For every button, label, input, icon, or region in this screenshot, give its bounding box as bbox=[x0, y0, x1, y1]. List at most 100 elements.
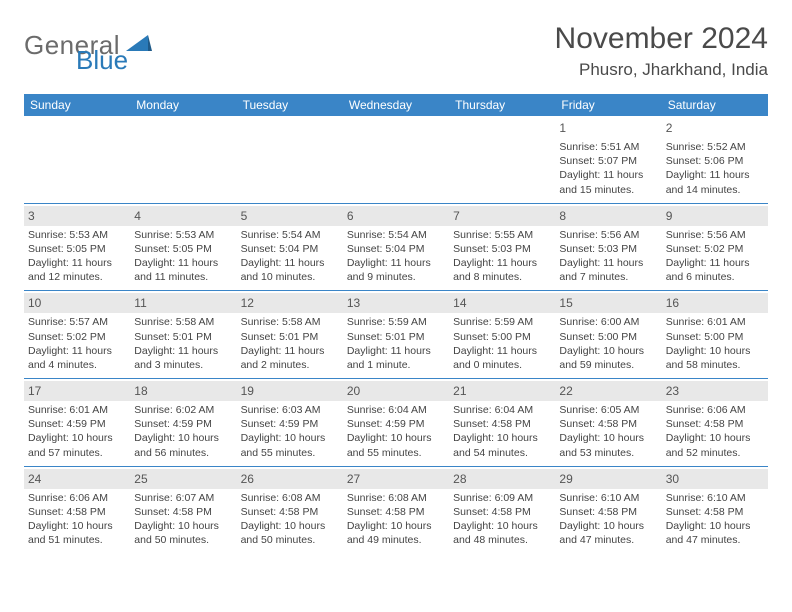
day-cell: 1 Sunrise: 5:51 AMSunset: 5:07 PMDaylight… bbox=[555, 116, 661, 203]
day-number-row: 16 bbox=[662, 293, 768, 313]
day-number-row: 17 bbox=[24, 381, 130, 401]
day-number-row: 29 bbox=[555, 469, 661, 489]
day-info: Sunrise: 5:58 AMSunset: 5:01 PMDaylight:… bbox=[241, 315, 339, 372]
day-number: 12 bbox=[241, 296, 254, 310]
day-info: Sunrise: 5:54 AMSunset: 5:04 PMDaylight:… bbox=[241, 228, 339, 285]
day-info: Sunrise: 5:55 AMSunset: 5:03 PMDaylight:… bbox=[453, 228, 551, 285]
day-cell: 26Sunrise: 6:08 AMSunset: 4:58 PMDayligh… bbox=[237, 467, 343, 554]
day-cell: 20Sunrise: 6:04 AMSunset: 4:59 PMDayligh… bbox=[343, 379, 449, 466]
day-info: Sunrise: 5:51 AMSunset: 5:07 PMDaylight:… bbox=[559, 140, 657, 197]
day-number-row: 14 bbox=[449, 293, 555, 313]
empty-day-cell bbox=[343, 116, 449, 203]
day-number: 6 bbox=[347, 209, 354, 223]
day-info: Sunrise: 6:08 AMSunset: 4:58 PMDaylight:… bbox=[241, 491, 339, 548]
title-block: November 2024 Phusro, Jharkhand, India bbox=[555, 22, 768, 80]
day-cell: 11Sunrise: 5:58 AMSunset: 5:01 PMDayligh… bbox=[130, 291, 236, 378]
day-number: 7 bbox=[453, 209, 460, 223]
day-number: 2 bbox=[666, 121, 673, 135]
day-info: Sunrise: 5:53 AMSunset: 5:05 PMDaylight:… bbox=[28, 228, 126, 285]
day-number: 4 bbox=[134, 209, 141, 223]
day-number-row: 26 bbox=[237, 469, 343, 489]
weekday-header: Monday bbox=[130, 94, 236, 116]
day-cell: 21 Sunrise: 6:04 AMSunset: 4:58 PMDayligh… bbox=[449, 379, 555, 466]
day-info: Sunrise: 5:59 AMSunset: 5:00 PMDaylight:… bbox=[453, 315, 551, 372]
day-info: Sunrise: 6:06 AMSunset: 4:58 PMDaylight:… bbox=[666, 403, 764, 460]
month-title: November 2024 bbox=[555, 22, 768, 56]
day-cell: 16Sunrise: 6:01 AMSunset: 5:00 PMDayligh… bbox=[662, 291, 768, 378]
day-number: 9 bbox=[666, 209, 673, 223]
day-number-row: 7 bbox=[449, 206, 555, 226]
day-info: Sunrise: 6:02 AMSunset: 4:59 PMDaylight:… bbox=[134, 403, 232, 460]
day-number-row: 5 bbox=[237, 206, 343, 226]
day-info: Sunrise: 6:03 AMSunset: 4:59 PMDaylight:… bbox=[241, 403, 339, 460]
calendar: SundayMondayTuesdayWednesdayThursdayFrid… bbox=[24, 94, 768, 553]
day-number-row: 8 bbox=[555, 206, 661, 226]
day-number: 22 bbox=[559, 384, 572, 398]
day-cell: 29 Sunrise: 6:10 AMSunset: 4:58 PMDayligh… bbox=[555, 467, 661, 554]
day-number-row: 24 bbox=[24, 469, 130, 489]
day-number-row: 19 bbox=[237, 381, 343, 401]
day-number: 24 bbox=[28, 472, 41, 486]
day-info: Sunrise: 5:53 AMSunset: 5:05 PMDaylight:… bbox=[134, 228, 232, 285]
day-number-row: 11 bbox=[130, 293, 236, 313]
day-number: 17 bbox=[28, 384, 41, 398]
weekday-header: Saturday bbox=[662, 94, 768, 116]
day-cell: 15 Sunrise: 6:00 AMSunset: 5:00 PMDayligh… bbox=[555, 291, 661, 378]
day-cell: 25Sunrise: 6:07 AMSunset: 4:58 PMDayligh… bbox=[130, 467, 236, 554]
day-number-row: 27 bbox=[343, 469, 449, 489]
day-number: 23 bbox=[666, 384, 679, 398]
day-cell: 12 Sunrise: 5:58 AMSunset: 5:01 PMDayligh… bbox=[237, 291, 343, 378]
weekday-header: Friday bbox=[555, 94, 661, 116]
day-number: 13 bbox=[347, 296, 360, 310]
day-number: 29 bbox=[559, 472, 572, 486]
day-cell: 13 Sunrise: 5:59 AMSunset: 5:01 PMDayligh… bbox=[343, 291, 449, 378]
day-cell: 8Sunrise: 5:56 AMSunset: 5:03 PMDaylight… bbox=[555, 204, 661, 291]
empty-day-cell bbox=[449, 116, 555, 203]
day-number-row: 4 bbox=[130, 206, 236, 226]
day-number: 25 bbox=[134, 472, 147, 486]
day-number-row: 1 bbox=[555, 118, 661, 138]
header: General Blue November 2024 Phusro, Jhark… bbox=[24, 22, 768, 80]
day-info: Sunrise: 5:59 AMSunset: 5:01 PMDaylight:… bbox=[347, 315, 445, 372]
day-cell: 5Sunrise: 5:54 AMSunset: 5:04 PMDaylight… bbox=[237, 204, 343, 291]
weeks-container: 1 Sunrise: 5:51 AMSunset: 5:07 PMDaylight… bbox=[24, 116, 768, 553]
day-number-row: 10 bbox=[24, 293, 130, 313]
day-cell: 2 Sunrise: 5:52 AMSunset: 5:06 PMDaylight… bbox=[662, 116, 768, 203]
day-cell: 14 Sunrise: 5:59 AMSunset: 5:00 PMDayligh… bbox=[449, 291, 555, 378]
weekday-header: Thursday bbox=[449, 94, 555, 116]
logo-triangle-icon bbox=[126, 33, 152, 58]
day-number: 27 bbox=[347, 472, 360, 486]
day-number: 15 bbox=[559, 296, 572, 310]
day-number-row: 22 bbox=[555, 381, 661, 401]
day-info: Sunrise: 5:58 AMSunset: 5:01 PMDaylight:… bbox=[134, 315, 232, 372]
day-info: Sunrise: 6:04 AMSunset: 4:58 PMDaylight:… bbox=[453, 403, 551, 460]
day-info: Sunrise: 5:52 AMSunset: 5:06 PMDaylight:… bbox=[666, 140, 764, 197]
day-number: 19 bbox=[241, 384, 254, 398]
day-cell: 30Sunrise: 6:10 AMSunset: 4:58 PMDayligh… bbox=[662, 467, 768, 554]
day-number-row: 6 bbox=[343, 206, 449, 226]
location: Phusro, Jharkhand, India bbox=[555, 60, 768, 80]
weekday-header-row: SundayMondayTuesdayWednesdayThursdayFrid… bbox=[24, 94, 768, 116]
weekday-header: Wednesday bbox=[343, 94, 449, 116]
day-number-row: 15 bbox=[555, 293, 661, 313]
day-info: Sunrise: 6:10 AMSunset: 4:58 PMDaylight:… bbox=[559, 491, 657, 548]
day-info: Sunrise: 5:56 AMSunset: 5:03 PMDaylight:… bbox=[559, 228, 657, 285]
day-cell: 27Sunrise: 6:08 AMSunset: 4:58 PMDayligh… bbox=[343, 467, 449, 554]
day-cell: 10Sunrise: 5:57 AMSunset: 5:02 PMDayligh… bbox=[24, 291, 130, 378]
day-info: Sunrise: 6:01 AMSunset: 4:59 PMDaylight:… bbox=[28, 403, 126, 460]
day-cell: 24Sunrise: 6:06 AMSunset: 4:58 PMDayligh… bbox=[24, 467, 130, 554]
day-cell: 28Sunrise: 6:09 AMSunset: 4:58 PMDayligh… bbox=[449, 467, 555, 554]
day-number-row: 30 bbox=[662, 469, 768, 489]
day-number: 16 bbox=[666, 296, 679, 310]
day-cell: 22Sunrise: 6:05 AMSunset: 4:58 PMDayligh… bbox=[555, 379, 661, 466]
day-info: Sunrise: 6:00 AMSunset: 5:00 PMDaylight:… bbox=[559, 315, 657, 372]
weekday-header: Sunday bbox=[24, 94, 130, 116]
day-number-row: 20 bbox=[343, 381, 449, 401]
day-number: 3 bbox=[28, 209, 35, 223]
day-cell: 7 Sunrise: 5:55 AMSunset: 5:03 PMDaylight… bbox=[449, 204, 555, 291]
weekday-header: Tuesday bbox=[237, 94, 343, 116]
day-number: 1 bbox=[559, 121, 566, 135]
day-number-row: 2 bbox=[662, 118, 768, 138]
day-number: 14 bbox=[453, 296, 466, 310]
day-number: 21 bbox=[453, 384, 466, 398]
